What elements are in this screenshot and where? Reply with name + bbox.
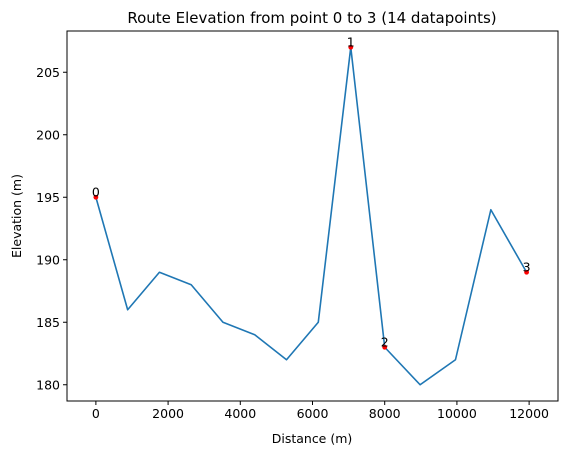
x-tick-label-4: 8000 xyxy=(369,406,401,421)
y-tick-label-1: 185 xyxy=(36,315,60,330)
point-label-0: 0 xyxy=(92,184,100,199)
x-tick-label-5: 10000 xyxy=(437,406,477,421)
point-label-3: 3 xyxy=(523,259,531,274)
x-tick-label-1: 2000 xyxy=(152,406,184,421)
x-tick-label-3: 6000 xyxy=(297,406,329,421)
y-tick-label-3: 195 xyxy=(36,190,60,205)
y-tick-label-4: 200 xyxy=(36,127,60,142)
y-tick-label-2: 190 xyxy=(36,252,60,267)
x-tick-label-0: 0 xyxy=(92,406,100,421)
y-axis-label: Elevation (m) xyxy=(9,174,24,258)
x-axis-label: Distance (m) xyxy=(272,431,353,446)
y-tick-label-0: 180 xyxy=(36,377,60,392)
x-tick-label-2: 4000 xyxy=(224,406,256,421)
chart-title: Route Elevation from point 0 to 3 (14 da… xyxy=(127,9,496,27)
y-tick-label-5: 205 xyxy=(36,65,60,80)
point-label-2: 2 xyxy=(381,334,389,349)
x-tick-label-6: 12000 xyxy=(509,406,549,421)
point-label-1: 1 xyxy=(347,34,355,49)
